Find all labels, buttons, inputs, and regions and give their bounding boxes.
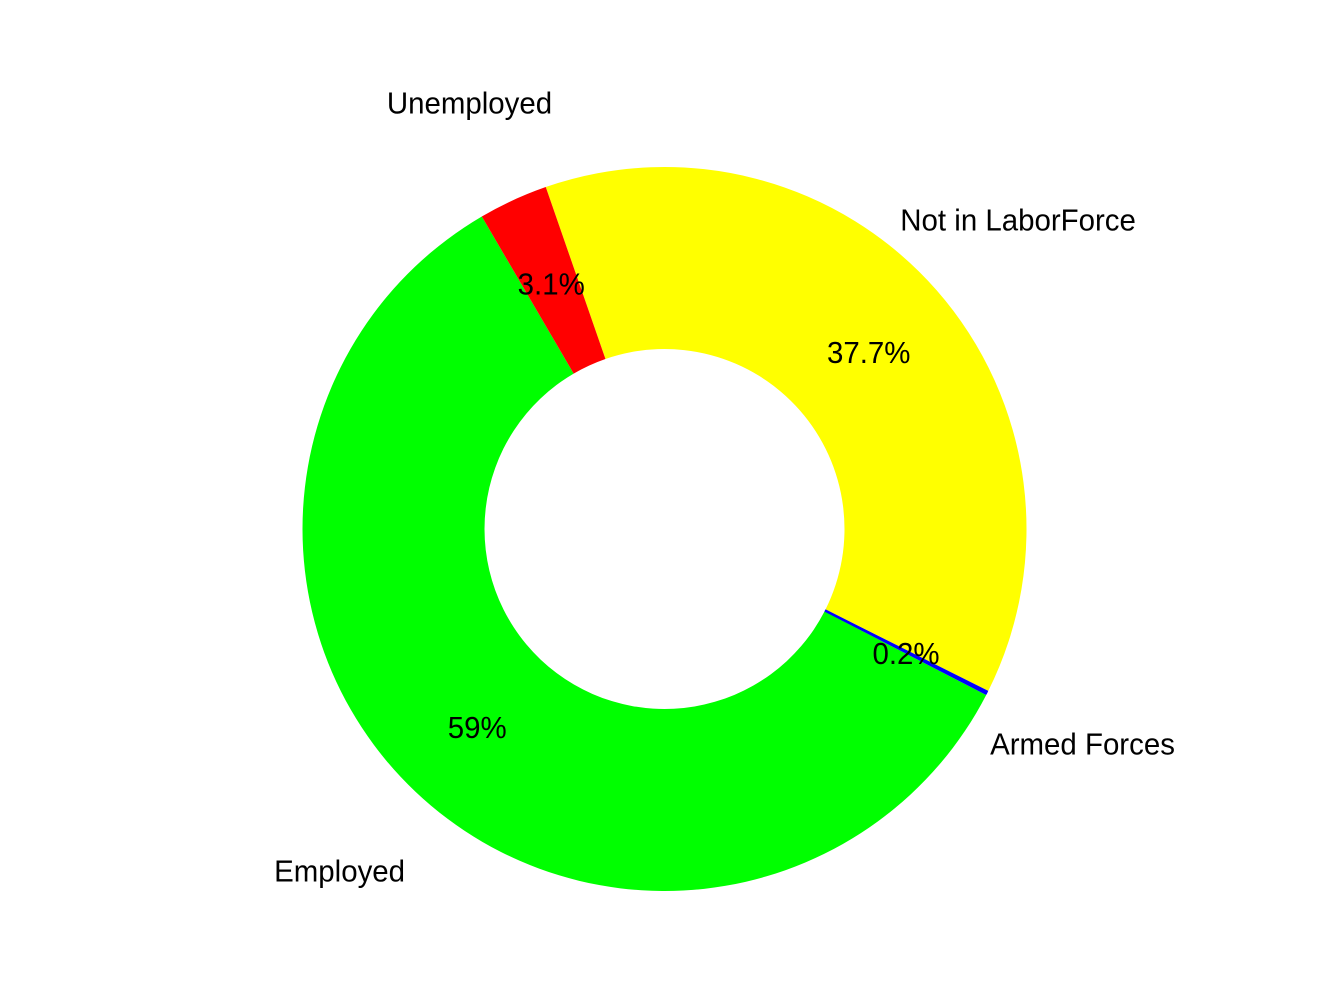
svg-text:37.7%: 37.7% [827,336,910,370]
svg-text:3.1%: 3.1% [518,268,585,302]
svg-text:0.2%: 0.2% [872,637,939,671]
svg-text:59%: 59% [448,711,507,745]
svg-text:Not in LaborForce: Not in LaborForce [900,204,1136,238]
svg-text:Armed Forces: Armed Forces [990,728,1175,762]
svg-text:Employed: Employed [274,855,405,889]
svg-text:Unemployed: Unemployed [387,87,552,121]
